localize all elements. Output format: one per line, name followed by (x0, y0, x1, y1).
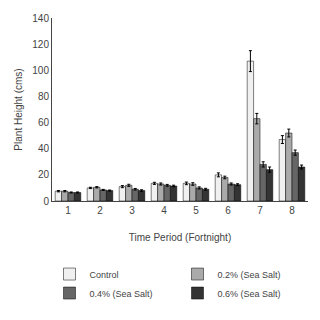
svg-text:6: 6 (225, 205, 231, 216)
svg-text:140: 140 (32, 13, 49, 24)
svg-text:Time Period (Fortnight): Time Period (Fortnight) (129, 232, 231, 243)
svg-text:0.4% (Sea Salt): 0.4% (Sea Salt) (90, 289, 153, 299)
svg-text:100: 100 (32, 65, 49, 76)
svg-text:40: 40 (38, 143, 50, 154)
svg-text:0.2% (Sea Salt): 0.2% (Sea Salt) (218, 270, 281, 280)
svg-text:120: 120 (32, 39, 49, 50)
svg-text:60: 60 (38, 117, 50, 128)
svg-text:2: 2 (97, 205, 103, 216)
svg-text:1: 1 (65, 205, 71, 216)
svg-text:7: 7 (257, 205, 263, 216)
svg-text:0.6% (Sea Salt): 0.6% (Sea Salt) (218, 289, 281, 299)
svg-text:3: 3 (129, 205, 135, 216)
svg-text:80: 80 (38, 91, 50, 102)
svg-text:Plant Height (cms): Plant Height (cms) (13, 68, 24, 150)
svg-text:4: 4 (161, 205, 167, 216)
svg-text:8: 8 (289, 205, 295, 216)
svg-text:20: 20 (38, 169, 50, 180)
svg-text:5: 5 (193, 205, 199, 216)
svg-text:0: 0 (43, 196, 49, 207)
svg-text:Control: Control (90, 270, 119, 280)
